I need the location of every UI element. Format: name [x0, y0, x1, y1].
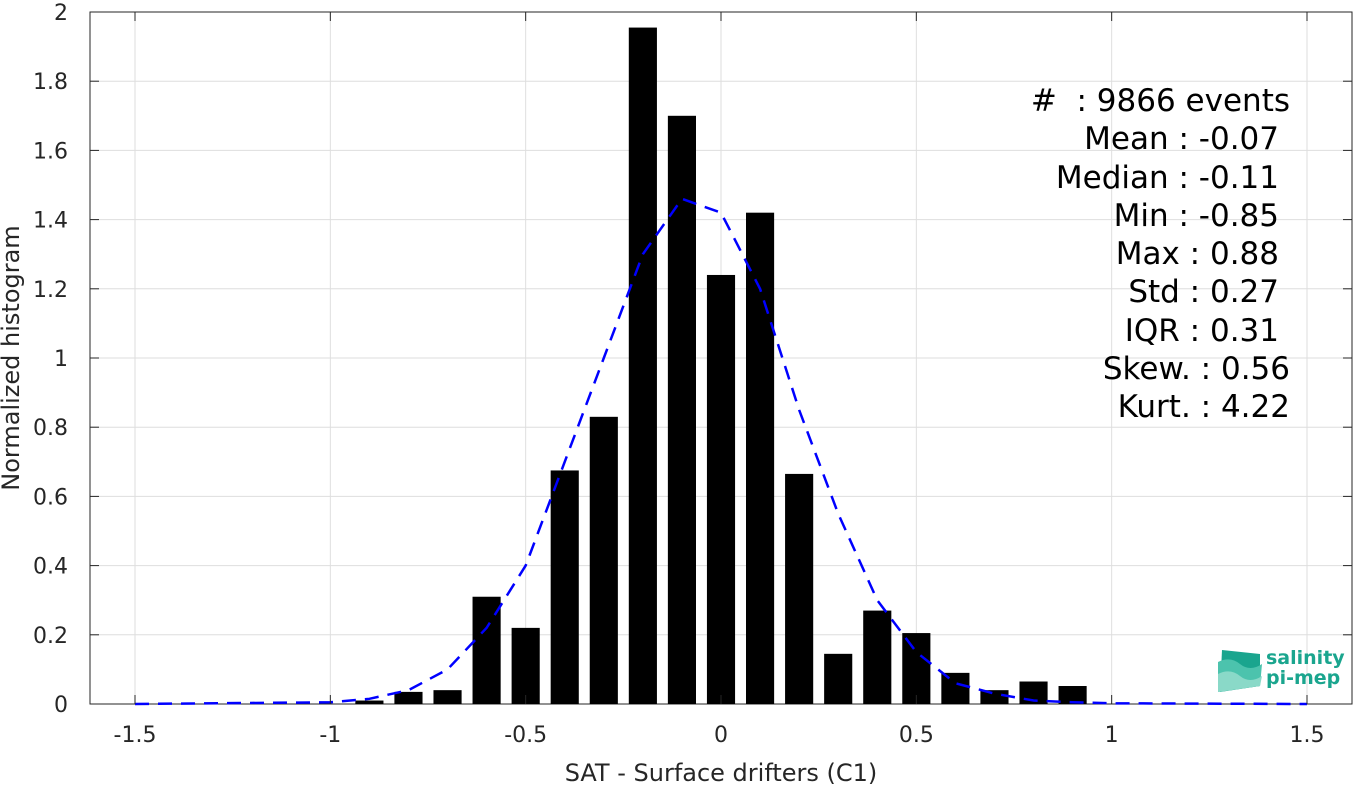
wave-logo-icon — [1218, 650, 1262, 692]
x-tick-label: 0.5 — [899, 723, 934, 748]
logo-line-1: salinity — [1266, 647, 1345, 669]
histogram-bar — [824, 653, 853, 704]
histogram-bar — [1058, 686, 1087, 704]
logo-text: salinity pi-mep — [1266, 648, 1345, 688]
x-axis-label: SAT - Surface drifters (C1) — [565, 759, 878, 785]
y-tick-label: 0.6 — [33, 485, 68, 510]
stat-min: Min : -0.85 — [1113, 197, 1279, 234]
y-ticks: 0 0.2 0.4 0.6 0.8 1 1.2 1.4 1.6 1.8 2 — [33, 1, 1352, 718]
x-tick-label: 1.5 — [1290, 723, 1325, 748]
histogram-bar — [511, 627, 540, 704]
histogram-bar — [550, 470, 579, 704]
x-tick-label: -1.5 — [114, 723, 157, 748]
x-tick-label: 1 — [1105, 723, 1119, 748]
y-tick-label: 0.8 — [33, 416, 68, 441]
y-tick-label: 1.6 — [33, 139, 68, 164]
stat-iqr: IQR : 0.31 — [1124, 312, 1279, 349]
histogram-bar — [355, 700, 384, 704]
y-tick-label: 1 — [54, 347, 68, 372]
y-axis-label: Normalized histogram — [0, 225, 25, 490]
bars — [355, 27, 1087, 705]
histogram-bar — [941, 672, 970, 704]
stat-std: Std : 0.27 — [1128, 274, 1279, 311]
y-tick-label: 1.2 — [33, 278, 68, 303]
stat-kurt: Kurt. : 4.22 — [1117, 389, 1290, 426]
histogram-bar — [628, 27, 657, 704]
x-tick-label: -1 — [319, 723, 341, 748]
fit-curve — [134, 197, 1308, 706]
x-tick-label: -0.5 — [504, 723, 547, 748]
y-tick-label: 0.4 — [33, 555, 68, 580]
y-tick-label: 0.2 — [33, 624, 68, 649]
statistics-panel: # : 9866 events Mean : -0.07 Median : -0… — [1031, 82, 1290, 427]
y-tick-label: 2 — [54, 1, 68, 26]
stat-median: Median : -0.11 — [1055, 159, 1279, 196]
stat-max: Max : 0.88 — [1115, 236, 1279, 273]
x-tick-label: 0 — [714, 723, 728, 748]
stat-events: # : 9866 events — [1030, 83, 1290, 119]
salinity-pi-mep-logo: salinity pi-mep — [1216, 646, 1346, 696]
histogram-bar — [902, 633, 931, 704]
histogram-bar — [863, 610, 892, 704]
histogram-bar — [667, 115, 696, 705]
y-tick-label: 1.8 — [33, 70, 68, 95]
stat-mean: Mean : -0.07 — [1084, 121, 1279, 158]
y-tick-label: 1.4 — [33, 209, 68, 234]
histogram-bar — [589, 416, 618, 704]
histogram-bar — [785, 473, 814, 704]
logo-line-2: pi-mep — [1266, 667, 1341, 689]
x-ticks: -1.5 -1 -0.5 0 0.5 1 1.5 — [114, 12, 1325, 748]
histogram-bar — [433, 690, 462, 704]
histogram-bar — [706, 274, 736, 704]
y-tick-label: 0 — [54, 693, 68, 718]
histogram-bar — [394, 691, 423, 704]
histogram-bar — [746, 212, 775, 704]
stat-skew: Skew. : 0.56 — [1102, 351, 1290, 388]
